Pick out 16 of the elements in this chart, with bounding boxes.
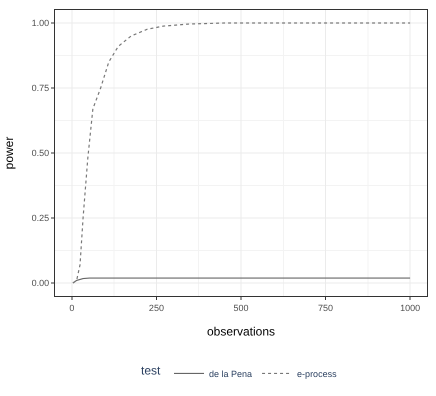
x-tick-label: 250 [148, 302, 164, 313]
legend-title: test [141, 364, 162, 378]
y-tick-label: 0.50 [32, 148, 50, 158]
x-tick-label: 500 [233, 302, 249, 313]
x-tick-label: 0 [69, 302, 74, 313]
y-tick-label: 0.00 [32, 278, 50, 288]
y-tick-label: 0.75 [32, 83, 50, 94]
y-tick-label: 1.00 [32, 18, 50, 28]
y-tick-label: 0.25 [32, 213, 50, 224]
line-series [72, 22, 411, 284]
x-axis-title: observations [206, 324, 276, 339]
x-tick-label: 1000 [400, 302, 420, 313]
legend-label: de la Pena [209, 368, 252, 379]
legend-label: e-process [297, 368, 338, 379]
x-tick-label: 750 [318, 302, 334, 313]
y-axis-title: power [2, 136, 16, 170]
